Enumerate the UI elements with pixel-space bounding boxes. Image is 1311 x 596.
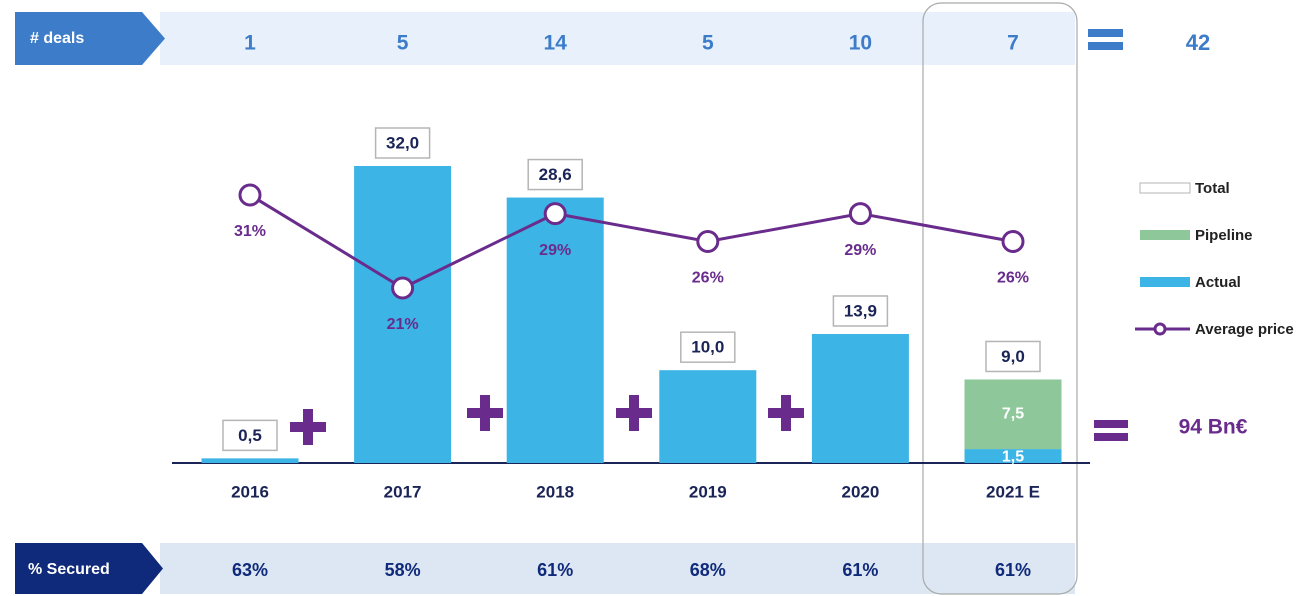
line-marker <box>543 202 567 226</box>
deals-value: 14 <box>544 32 568 55</box>
total-label: 10,0 <box>691 338 724 357</box>
legend-label: Actual <box>1195 274 1241 291</box>
legend-marker <box>1153 322 1167 336</box>
x-tick-label: 2017 <box>384 482 422 501</box>
line-marker <box>848 202 872 226</box>
line-label: 26% <box>692 270 724 287</box>
deals-value: 5 <box>702 32 714 55</box>
x-tick-label: 2021 E <box>986 482 1040 501</box>
secured-chevron <box>15 543 163 594</box>
deals-value: 7 <box>1007 32 1019 55</box>
line <box>249 193 1014 290</box>
equals-icon <box>1094 420 1128 428</box>
legend-swatch <box>1140 230 1190 240</box>
equals-icon <box>1094 433 1128 441</box>
secured-value: 61% <box>537 560 573 580</box>
bar <box>354 166 452 463</box>
x-tick-label: 2018 <box>536 482 574 501</box>
plus-icons <box>290 395 804 445</box>
total-label: 28,6 <box>539 165 572 184</box>
legend-swatch <box>1140 277 1190 287</box>
equals-icon <box>1088 42 1123 50</box>
x-tick-label: 2019 <box>689 482 727 501</box>
deals-band <box>160 12 1075 65</box>
line-marker <box>391 276 415 300</box>
secured-label: % Secured <box>28 561 110 578</box>
bar <box>659 370 757 463</box>
deals-chevron <box>15 12 165 65</box>
legend-label: Average price <box>1195 321 1294 338</box>
deals-value: 1 <box>244 32 256 55</box>
total-box <box>985 340 1041 373</box>
line-marker <box>238 183 262 207</box>
line-label: 29% <box>844 242 876 259</box>
total-label: 0,5 <box>238 426 262 445</box>
line-label: 29% <box>539 242 571 259</box>
total-label: 9,0 <box>1001 347 1025 366</box>
total-box <box>374 127 431 159</box>
line-label: 31% <box>234 223 266 240</box>
total-box <box>222 419 278 452</box>
legend-label: Total <box>1195 180 1230 197</box>
bar <box>201 458 299 463</box>
deals-value: 5 <box>397 32 409 55</box>
segment-label: 7,5 <box>1002 405 1024 422</box>
grand-total: 94 Bn€ <box>1179 416 1248 439</box>
bar <box>964 449 1062 463</box>
segment-label: 1,5 <box>1002 448 1024 465</box>
secured-value: 58% <box>385 560 421 580</box>
legend-label: Pipeline <box>1195 227 1253 244</box>
total-box <box>527 158 583 191</box>
deals-total: 42 <box>1186 30 1210 55</box>
equals-icon <box>1088 29 1123 37</box>
secured-value: 63% <box>232 560 268 580</box>
x-tick-label: 2020 <box>841 482 879 501</box>
deals-value: 10 <box>849 32 872 55</box>
line-label: 21% <box>387 316 419 333</box>
total-box <box>680 331 736 363</box>
highlight-frame <box>922 2 1078 595</box>
total-label: 13,9 <box>844 301 877 320</box>
bar <box>506 197 604 463</box>
deals-label: # deals <box>30 30 84 47</box>
secured-value: 61% <box>842 560 878 580</box>
legend-swatch <box>1139 182 1191 194</box>
secured-value: 68% <box>690 560 726 580</box>
total-box <box>832 295 889 327</box>
secured-band <box>160 543 1075 594</box>
secured-value: 61% <box>995 560 1031 580</box>
line-marker <box>696 230 720 253</box>
line-label: 26% <box>997 270 1029 287</box>
line-marker <box>1001 230 1025 253</box>
bar <box>964 379 1062 450</box>
x-tick-label: 2016 <box>231 482 269 501</box>
bar <box>811 333 909 463</box>
total-label: 32,0 <box>386 133 419 152</box>
